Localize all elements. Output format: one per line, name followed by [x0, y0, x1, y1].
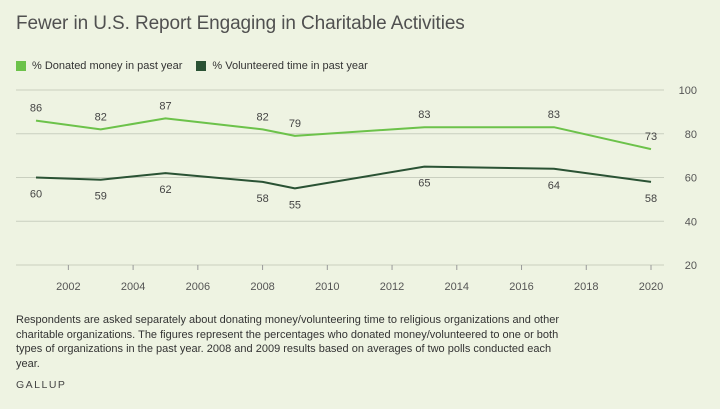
- series-line-donated: [35, 117, 652, 151]
- legend-swatch-volunteered: [196, 61, 207, 71]
- data-label-donated-2001: 86: [30, 103, 42, 115]
- x-tick-label-2014: 2014: [445, 281, 469, 293]
- brand-logo-text: GALLUP: [16, 379, 67, 391]
- data-label-volunteered-2008: 58: [256, 193, 268, 205]
- data-label-volunteered-2013: 65: [418, 178, 430, 190]
- x-tick-label-2002: 2002: [56, 281, 80, 293]
- x-tick-label-2004: 2004: [121, 281, 145, 293]
- x-tick-label-2020: 2020: [639, 281, 663, 293]
- data-label-donated-2005: 87: [159, 100, 171, 112]
- data-label-donated-2013: 83: [418, 109, 430, 121]
- x-tick-label-2006: 2006: [186, 281, 210, 293]
- data-label-donated-2009: 79: [289, 118, 301, 130]
- y-tick-label-60: 60: [685, 173, 697, 185]
- legend-swatch-donated: [16, 61, 26, 71]
- x-tick-label-2016: 2016: [509, 281, 533, 293]
- x-tick-label-2012: 2012: [380, 281, 404, 293]
- legend-item-donated: % Donated money in past year: [16, 60, 182, 72]
- chart-title: Fewer in U.S. Report Engaging in Charita…: [16, 13, 465, 34]
- data-label-donated-2008: 82: [256, 111, 268, 123]
- x-tick-label-2008: 2008: [250, 281, 274, 293]
- data-label-donated-2020: 73: [645, 131, 657, 143]
- x-tick-label-2018: 2018: [574, 281, 598, 293]
- data-label-volunteered-2005: 62: [159, 184, 171, 196]
- data-label-volunteered-2020: 58: [645, 193, 657, 205]
- data-label-volunteered-2009: 55: [289, 199, 301, 211]
- series-line-volunteered: [35, 165, 652, 190]
- y-tick-label-40: 40: [685, 216, 697, 228]
- y-tick-label-100: 100: [679, 85, 697, 97]
- footnote: Respondents are asked separately about d…: [16, 314, 560, 370]
- data-label-volunteered-2003: 59: [95, 191, 107, 203]
- legend: % Donated money in past year % Volunteer…: [16, 60, 382, 72]
- data-label-donated-2003: 82: [95, 111, 107, 123]
- legend-item-volunteered: % Volunteered time in past year: [196, 60, 368, 72]
- data-label-volunteered-2017: 64: [548, 180, 560, 192]
- data-label-donated-2017: 83: [548, 109, 560, 121]
- legend-label-volunteered: % Volunteered time in past year: [212, 60, 368, 72]
- legend-label-donated: % Donated money in past year: [32, 60, 183, 72]
- y-tick-label-20: 20: [685, 260, 697, 272]
- x-tick-label-2010: 2010: [315, 281, 339, 293]
- data-label-volunteered-2001: 60: [30, 189, 42, 201]
- y-tick-label-80: 80: [685, 129, 697, 141]
